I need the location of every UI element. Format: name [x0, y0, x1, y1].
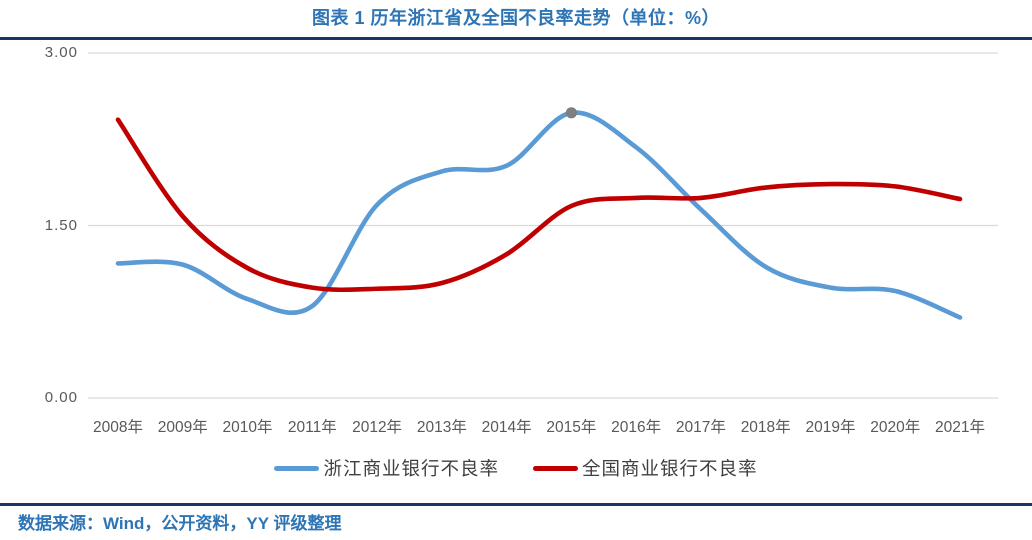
y-tick-label: 0.00: [44, 389, 78, 406]
legend-label-national: 全国商业银行不良率: [582, 460, 758, 480]
x-tick-label: 2014年: [481, 419, 532, 436]
legend-item-zhejiang: 浙江商业银行不良率: [274, 455, 499, 481]
y-tick-label: 1.50: [44, 216, 78, 234]
x-tick-label: 2018年: [740, 419, 791, 436]
figure-title: 图表 1 历年浙江省及全国不良率走势（单位：%）: [311, 8, 720, 28]
x-tick-label: 2013年: [416, 419, 467, 436]
top-divider: [0, 37, 1032, 40]
x-tick-label: 2019年: [805, 419, 856, 436]
x-tick-label: 2015年: [546, 419, 597, 436]
bottom-divider: [0, 503, 1032, 506]
legend-swatch-red-icon: [533, 465, 578, 471]
chart-legend: 浙江商业银行不良率 全国商业银行不良率: [0, 456, 1032, 480]
x-tick-label: 2012年: [352, 419, 403, 436]
x-tick-label: 2016年: [611, 419, 662, 436]
legend-item-national: 全国商业银行不良率: [533, 455, 758, 481]
peak-marker: [565, 107, 577, 119]
y-tick-label: 3.00: [44, 44, 78, 61]
x-tick-label: 2008年: [93, 419, 143, 436]
series-line-0: [115, 110, 963, 320]
data-source: 数据来源：Wind，公开资料，YY 评级整理: [18, 514, 342, 533]
series-line-1: [115, 117, 963, 293]
x-tick-label: 2010年: [222, 419, 273, 436]
x-tick-label: 2021年: [935, 419, 985, 436]
x-tick-label: 2011年: [287, 419, 337, 436]
x-tick-label: 2009年: [157, 419, 208, 436]
legend-label-zhejiang: 浙江商业银行不良率: [323, 460, 499, 480]
legend-swatch-blue-icon: [274, 465, 320, 471]
x-tick-label: 2020年: [870, 419, 921, 436]
x-tick-label: 2017年: [675, 419, 726, 436]
